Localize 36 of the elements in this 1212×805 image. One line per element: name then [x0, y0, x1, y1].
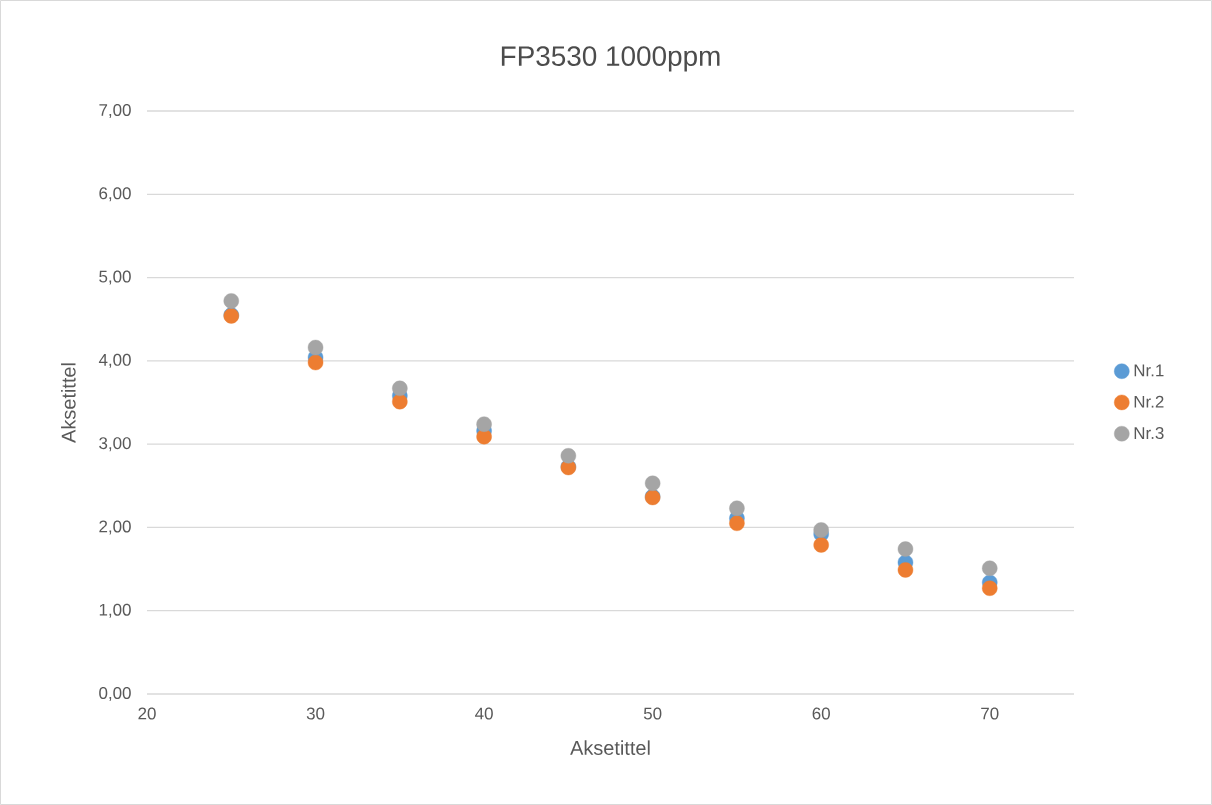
- y-tick-label: 5,00: [99, 270, 131, 285]
- point: [897, 562, 914, 578]
- y-tick-label: 7,00: [99, 104, 131, 118]
- point: [644, 475, 661, 491]
- y-tick-label: 6,00: [99, 187, 131, 202]
- point: [392, 393, 408, 410]
- y-axis-title: Aksetittel: [61, 363, 76, 443]
- point: [223, 293, 239, 309]
- y-tick-label: 4,00: [98, 353, 131, 368]
- point: [307, 339, 324, 356]
- point: [560, 448, 577, 464]
- point: [813, 537, 829, 553]
- x-tick-label: 20: [138, 707, 156, 720]
- point: [476, 416, 492, 432]
- x-tick-label: 50: [643, 707, 662, 720]
- legend-label: Nr.3: [1134, 427, 1164, 440]
- point: [813, 522, 829, 538]
- point: [729, 500, 745, 516]
- chart-title: FP3530 1000ppm: [501, 46, 720, 72]
- x-tick-label: 30: [306, 707, 325, 720]
- point: [729, 515, 745, 531]
- x-tick-label: 70: [981, 707, 999, 720]
- x-tick-label: 60: [812, 707, 830, 720]
- legend-label: Nr.1: [1134, 364, 1164, 377]
- point: [897, 541, 914, 557]
- y-tick-label: 0,00: [99, 687, 131, 701]
- point: [307, 354, 324, 371]
- x-axis-title: Aksetittel: [570, 740, 650, 755]
- y-tick-label: 3,00: [99, 437, 131, 452]
- legend-label: Nr.2: [1134, 395, 1164, 408]
- y-tick-label: 2,00: [99, 520, 131, 535]
- x-tick-label: 40: [475, 707, 493, 720]
- y-tick-label: 1,00: [99, 603, 131, 618]
- point: [392, 380, 408, 397]
- point: [982, 580, 998, 596]
- point: [982, 560, 998, 576]
